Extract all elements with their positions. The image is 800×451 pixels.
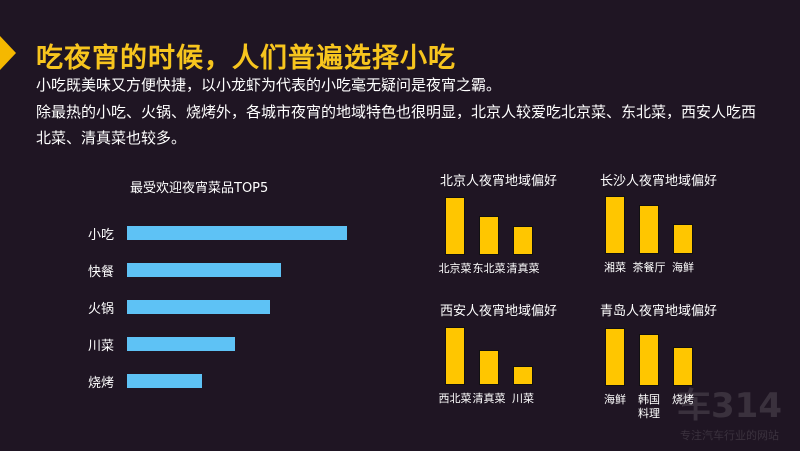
bar-label: 川菜 — [88, 339, 115, 354]
bar — [127, 300, 270, 314]
paragraph: 除最热的小吃、火锅、烧烤外，各城市夜宵的地域特色也很明显，北京人较爱吃北京菜、东… — [36, 103, 757, 121]
bar — [513, 226, 533, 255]
paragraph: 北菜、清真菜也较多。 — [36, 129, 187, 147]
paragraph: 小吃既美味又方便快捷，以小龙虾为代表的小吃毫无疑问是夜宵之霸。 — [36, 76, 502, 94]
bar — [127, 226, 347, 240]
bar — [445, 327, 465, 385]
bar — [127, 263, 281, 277]
bar — [673, 223, 693, 254]
bar-label: 茶餐厅 — [632, 261, 666, 274]
bar-label: 北京菜 — [438, 262, 472, 275]
bar — [605, 328, 625, 386]
bar — [479, 216, 499, 255]
bar — [479, 350, 499, 385]
bar — [445, 197, 465, 255]
bar-label: 清真菜 — [472, 392, 506, 405]
bar — [513, 365, 533, 385]
bar-label: 湘菜 — [604, 261, 626, 274]
bar-label: 韩国料理 — [638, 393, 660, 420]
bar — [127, 374, 202, 388]
bar-label: 清真菜 — [506, 262, 540, 275]
bar-label: 东北菜 — [472, 262, 506, 275]
bar — [673, 346, 693, 386]
bar — [605, 196, 625, 254]
bar-label: 快餐 — [88, 265, 115, 280]
watermark-brand: 车314 — [677, 386, 782, 426]
bar-label: 西北菜 — [438, 392, 472, 405]
page-title: 吃夜宵的时候，人们普遍选择小吃 — [36, 43, 456, 74]
chart-title: 长沙人夜宵地域偏好 — [600, 174, 718, 189]
bar-label: 海鲜 — [672, 261, 694, 274]
bar — [127, 337, 235, 351]
bar — [639, 205, 659, 254]
bar-label: 小吃 — [88, 228, 115, 243]
chart-title: 北京人夜宵地域偏好 — [440, 174, 558, 189]
chart-title: 西安人夜宵地域偏好 — [440, 304, 558, 319]
bar-label: 川菜 — [512, 392, 534, 405]
bar-label: 海鲜 — [604, 393, 626, 406]
bar-label: 火锅 — [88, 302, 115, 317]
watermark-slogan: 专注汽车行业的网站 — [680, 429, 779, 442]
bar-label: 烧烤 — [672, 393, 694, 406]
bar — [639, 333, 659, 386]
title-arrow-icon — [0, 36, 16, 70]
watermark: 车314 专注汽车行业的网站 — [677, 378, 782, 443]
bar-label: 烧烤 — [88, 376, 115, 391]
chart-title: 最受欢迎夜宵菜品TOP5 — [130, 181, 269, 196]
chart-title: 青岛人夜宵地域偏好 — [600, 304, 718, 319]
